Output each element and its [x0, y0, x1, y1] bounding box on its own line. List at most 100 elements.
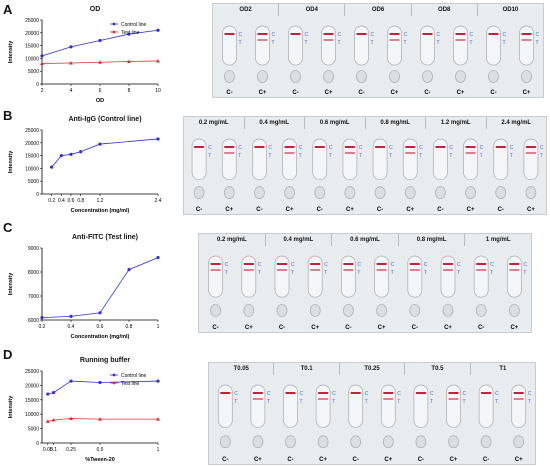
y-tick-label: 10000	[25, 56, 39, 62]
x-tick-label: 1	[157, 324, 160, 330]
strip-group-label: 0.6 mg/mL	[305, 117, 366, 129]
strip-window	[348, 384, 364, 428]
sample-well	[409, 304, 421, 317]
strip-t-mark: T	[540, 153, 543, 159]
strip-bottom-label: C+	[254, 457, 262, 463]
panel-letter-a: A	[3, 2, 13, 17]
strip-bottom-label: C+	[444, 325, 452, 331]
chart-title-d: Running buffer	[79, 357, 131, 364]
sample-well	[350, 435, 362, 449]
data-point	[127, 32, 131, 36]
strip-c-mark: C	[272, 32, 276, 38]
strip-window	[446, 384, 461, 428]
x-tick-label: 2.4	[155, 198, 162, 204]
strip-cassettes: CTC-CTC+CTC-CTC+CTC-CTC+CTC-CTC+CTC-CTC+	[222, 25, 540, 96]
strip-window	[493, 138, 509, 181]
strip-bottom-label: C-	[358, 90, 364, 96]
strip-c-mark: C	[457, 262, 461, 268]
data-point	[51, 417, 56, 422]
strip-window	[453, 25, 468, 66]
legend-label: Test line	[121, 30, 140, 36]
y-tick-label: 25000	[25, 18, 39, 24]
strip-window	[315, 384, 331, 428]
sample-well	[243, 304, 255, 317]
strip-c-mark: C	[430, 391, 434, 397]
data-point	[156, 417, 160, 421]
chart-running-buffer: 0 5000 10000 15000 20000 25000 0.050.1 0.25 0.5 1…	[8, 369, 160, 463]
y-tick-label: 15000	[25, 154, 39, 160]
x-tick-label: 6	[99, 88, 102, 94]
y-tick-label: 25000	[25, 128, 39, 134]
strip-t-mark: T	[258, 270, 261, 276]
strip-group-label: OD10	[502, 7, 519, 13]
strip-window	[507, 255, 522, 298]
x-tick-label: 1.2	[97, 198, 104, 204]
strip-bottom-label: C+	[457, 90, 465, 96]
data-point	[98, 311, 102, 315]
y-tick-label: 5000	[28, 179, 39, 185]
sample-well	[193, 186, 205, 200]
sample-well	[314, 186, 326, 200]
strip-header: 0.2 mg/mL 0.4 mg/mL 0.6 mg/mL 0.8 mg/mL 1.2 …	[184, 117, 546, 129]
strip-t-mark: T	[449, 153, 452, 159]
x-tick-label: 0.1	[50, 447, 57, 453]
chart-title-c: Anti-FITC (Test line)	[72, 234, 138, 241]
y-tick-label: 9000	[28, 246, 39, 252]
strip-group-label: OD6	[345, 4, 412, 16]
strip-window	[511, 384, 527, 428]
strip-bottom-label: C-	[226, 90, 232, 96]
x-tick-label: 0.8	[77, 198, 84, 204]
sample-well	[343, 304, 354, 317]
sample-well	[521, 70, 532, 83]
data-point	[40, 61, 44, 66]
y-tick-label: 6000	[28, 318, 39, 324]
strip-t-mark: T	[267, 399, 270, 405]
strip-bottom-label: C+	[384, 457, 392, 463]
strip-window	[274, 255, 290, 298]
data-point	[127, 268, 131, 272]
series-line	[51, 138, 159, 168]
strip-t-mark: T	[359, 153, 362, 159]
strip-c-mark: C	[424, 262, 428, 268]
strip-c-mark: C	[324, 262, 328, 268]
strip-window	[321, 25, 336, 66]
strip-c-mark: C	[391, 262, 395, 268]
strip-bottom-label: C-	[483, 457, 489, 463]
strip-bottom-label: C+	[523, 90, 531, 96]
strip-window	[288, 25, 303, 66]
data-point	[69, 416, 73, 421]
strip-c-mark: C	[291, 262, 295, 268]
strip-bottom-label: C-	[317, 207, 323, 213]
strip-photo-od: OD2 OD4 OD6 OD8 OD10 C T C- C T C+ C T C- C T C+ C T C- C T C+…	[212, 3, 544, 98]
data-point	[69, 45, 73, 49]
strip-t-mark: T	[503, 40, 506, 46]
data-point	[50, 165, 54, 169]
strip-t-mark: T	[299, 153, 302, 159]
strip-t-mark: T	[536, 40, 539, 46]
strip-c-mark: C	[490, 262, 494, 268]
strip-t-mark: T	[338, 40, 341, 46]
strip-group-label: T0.05	[209, 363, 275, 375]
strip-t-mark: T	[419, 153, 422, 159]
sample-well	[317, 435, 329, 449]
x-tick-label: 1	[157, 447, 160, 453]
strip-c-mark: C	[503, 32, 507, 38]
x-axis-label: %Tween-20	[85, 457, 115, 463]
x-tick-label: 8	[128, 88, 131, 94]
strip-bottom-label: C-	[222, 457, 228, 463]
strip-window	[523, 138, 539, 181]
data-point	[40, 54, 44, 58]
strip-t-mark: T	[329, 153, 332, 159]
strip-window	[255, 25, 270, 66]
x-tick-label: 2	[41, 88, 44, 94]
chart-title-b: Anti-IgG (Control line)	[68, 116, 142, 123]
strip-c-mark: C	[536, 32, 540, 38]
strip-c-mark: C	[239, 32, 243, 38]
x-tick-label: 0.2	[39, 324, 46, 330]
strip-t-mark: T	[480, 153, 483, 159]
data-point	[69, 379, 73, 383]
sample-well	[356, 70, 367, 83]
sample-well	[210, 304, 221, 317]
strip-t-mark: T	[424, 270, 427, 276]
strip-group-label: OD8	[412, 4, 478, 16]
